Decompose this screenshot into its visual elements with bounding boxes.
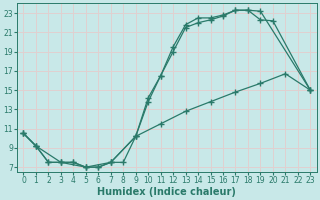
X-axis label: Humidex (Indice chaleur): Humidex (Indice chaleur) bbox=[98, 187, 236, 197]
